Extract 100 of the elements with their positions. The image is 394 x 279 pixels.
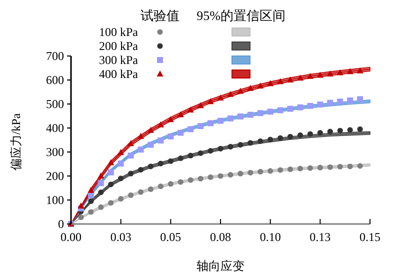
point xyxy=(178,179,184,185)
point xyxy=(357,96,364,102)
point xyxy=(158,184,164,190)
point xyxy=(317,101,324,108)
point xyxy=(337,164,343,170)
point xyxy=(108,169,114,176)
point xyxy=(307,102,314,109)
y-tick-label: 400 xyxy=(46,121,64,135)
point xyxy=(208,120,214,126)
point xyxy=(238,170,244,176)
point xyxy=(228,172,234,178)
point xyxy=(297,132,304,138)
x-tick-label: 0.08 xyxy=(210,230,231,244)
point xyxy=(237,113,244,120)
point xyxy=(227,90,234,97)
point xyxy=(218,173,224,179)
point xyxy=(188,177,194,183)
point xyxy=(128,192,134,198)
point xyxy=(278,135,284,141)
point xyxy=(337,128,343,134)
point xyxy=(316,72,324,78)
point xyxy=(198,123,204,130)
point xyxy=(327,128,333,134)
point xyxy=(158,137,164,144)
point xyxy=(347,127,353,133)
point xyxy=(147,126,154,133)
point xyxy=(357,163,363,169)
y-tick-label: 300 xyxy=(46,145,64,159)
point xyxy=(128,140,134,146)
point xyxy=(326,70,334,76)
point xyxy=(257,110,264,116)
point xyxy=(168,133,174,140)
legend-label: 100 kPa xyxy=(99,25,139,39)
point xyxy=(138,189,144,195)
point xyxy=(306,72,314,79)
legend-label: 300 kPa xyxy=(99,53,139,67)
point xyxy=(208,148,214,154)
y-tick-label: 100 xyxy=(46,193,64,207)
point xyxy=(217,94,224,100)
point xyxy=(157,121,164,128)
point xyxy=(108,182,114,188)
point xyxy=(78,214,84,220)
point xyxy=(327,164,333,170)
point xyxy=(108,200,114,206)
point xyxy=(327,100,334,106)
point xyxy=(138,146,144,153)
point xyxy=(148,164,154,170)
point xyxy=(118,196,124,202)
point xyxy=(148,186,154,192)
point xyxy=(357,126,363,132)
point xyxy=(228,144,234,150)
point xyxy=(218,146,224,152)
point xyxy=(307,131,313,137)
point xyxy=(178,130,184,136)
point xyxy=(248,140,254,146)
point xyxy=(188,152,194,158)
point xyxy=(98,172,104,178)
y-tick-label: 700 xyxy=(46,49,64,63)
y-tick-label: 0 xyxy=(58,217,64,231)
point xyxy=(177,111,184,118)
point xyxy=(218,118,224,124)
point xyxy=(148,142,154,148)
point xyxy=(168,181,174,187)
point xyxy=(198,150,204,156)
point xyxy=(286,76,294,82)
point xyxy=(337,98,344,105)
point xyxy=(287,134,294,140)
point xyxy=(317,130,323,136)
legend-label: 200 kPa xyxy=(99,39,139,53)
point xyxy=(197,102,204,108)
point xyxy=(168,158,174,164)
point xyxy=(198,176,204,182)
point xyxy=(188,126,194,132)
point xyxy=(108,159,114,166)
point xyxy=(88,198,94,204)
point xyxy=(137,132,144,139)
point xyxy=(347,164,353,170)
point xyxy=(277,107,284,114)
point xyxy=(98,204,104,210)
point xyxy=(356,67,364,74)
point xyxy=(98,190,104,196)
y-tick-label: 600 xyxy=(46,73,64,87)
y-axis-title: 偏应力/kPa xyxy=(9,112,23,171)
point xyxy=(287,166,294,172)
point xyxy=(268,136,274,142)
point xyxy=(267,108,274,115)
legend-title: 试验值 xyxy=(140,8,180,23)
point xyxy=(346,68,354,74)
y-tick-label: 500 xyxy=(46,97,64,111)
point xyxy=(336,69,344,76)
point xyxy=(78,202,84,208)
point xyxy=(277,78,284,84)
point xyxy=(128,170,134,176)
legend-label: 400 kPa xyxy=(99,67,139,81)
point xyxy=(296,74,304,81)
point xyxy=(247,112,254,118)
point xyxy=(138,166,144,173)
point xyxy=(208,174,214,180)
point xyxy=(258,168,264,174)
point xyxy=(227,115,234,122)
